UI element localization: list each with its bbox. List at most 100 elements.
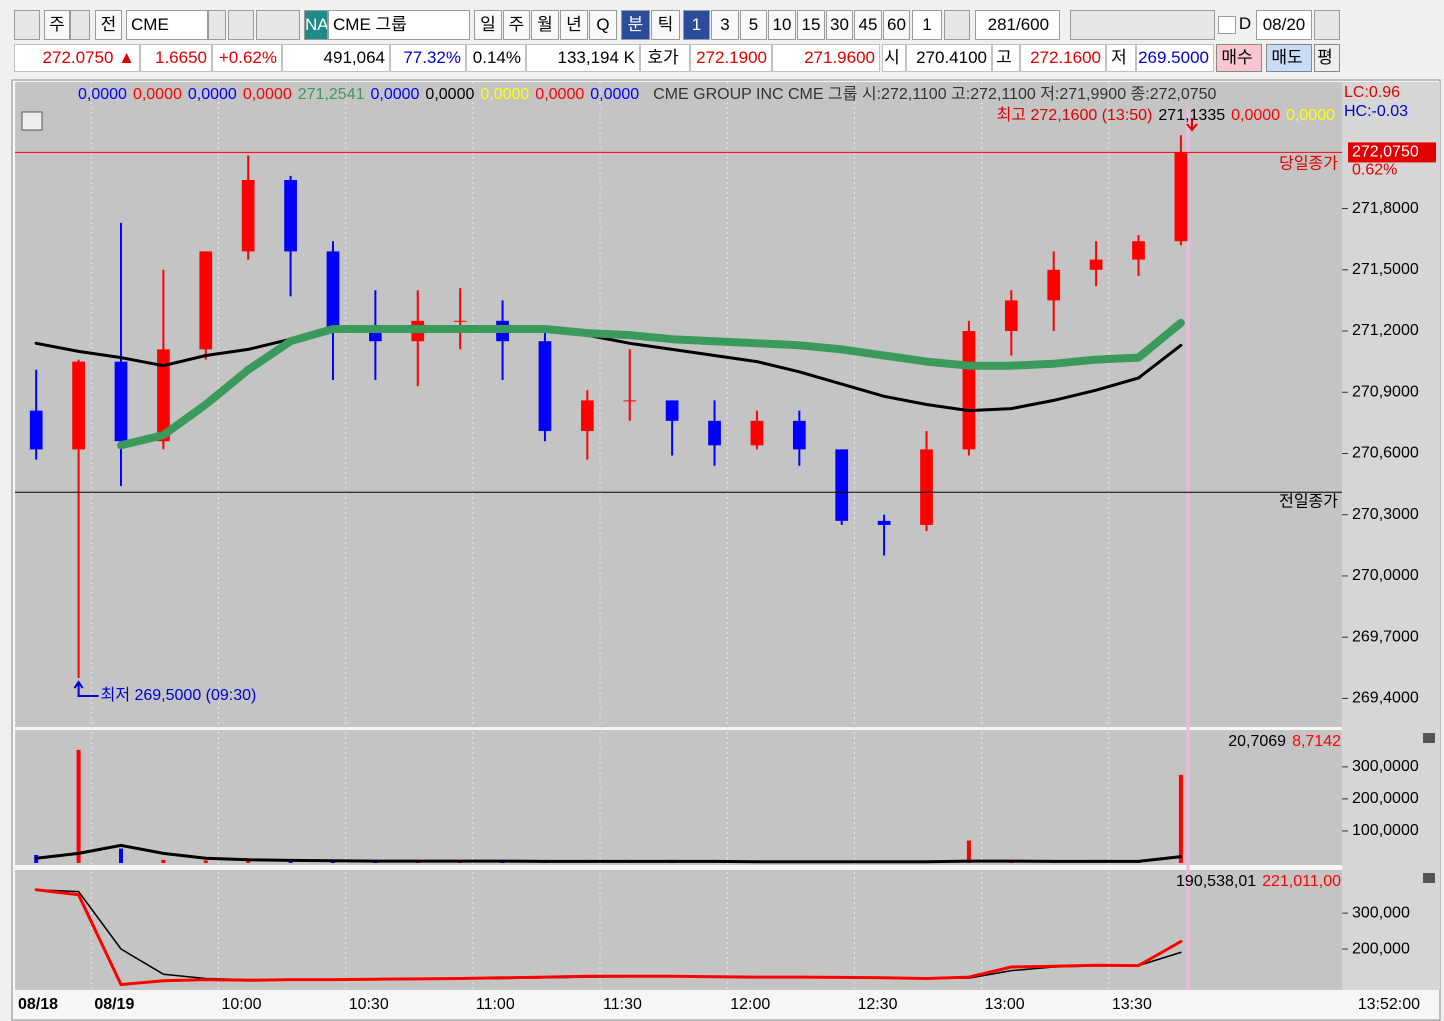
indicator-value: 0,0000 — [78, 86, 127, 103]
check-label: D — [1238, 14, 1252, 33]
high-note: 최고 272,1600 (13:50) — [997, 106, 1153, 124]
x-tick-label: 08/19 — [94, 996, 134, 1013]
tab[interactable]: 전 — [95, 10, 122, 40]
y-tick-label: 269,4000 — [1352, 690, 1419, 707]
menu-icon[interactable] — [14, 10, 40, 40]
symbol-name: CME 그룹 — [328, 10, 470, 40]
current-time: 13:52:00 — [1358, 996, 1420, 1013]
y-tick-label: 270,9000 — [1352, 383, 1419, 400]
dropdown[interactable] — [944, 10, 970, 40]
indicator-value: 0,0000 — [133, 86, 182, 103]
volume-bar — [203, 860, 208, 863]
candle-body — [920, 449, 933, 525]
axis-area — [1342, 82, 1440, 990]
x-tick-label: 11:30 — [603, 996, 642, 1013]
tab[interactable]: 주 — [44, 10, 70, 40]
period[interactable]: 년 — [560, 10, 588, 40]
y-tick-label: 270,0000 — [1352, 567, 1419, 584]
low: 269.5000 — [1136, 44, 1214, 72]
panel-close[interactable] — [1423, 733, 1435, 743]
candle-body — [326, 251, 340, 332]
volume-bar — [161, 859, 166, 863]
interval[interactable]: 1 — [683, 10, 710, 40]
candle-body — [453, 320, 467, 322]
period[interactable]: 주 — [503, 10, 530, 40]
interval[interactable]: 30 — [826, 10, 853, 40]
period[interactable]: 틱 — [651, 10, 680, 40]
interval[interactable]: 10 — [768, 10, 796, 40]
close-pct: 0.62% — [1352, 162, 1397, 179]
candle-body — [1004, 300, 1018, 332]
candle-body — [369, 331, 382, 342]
change: 1.6650 — [140, 44, 212, 72]
y-tick-label: 271,8000 — [1352, 200, 1419, 217]
volume: 491,064 — [282, 44, 390, 72]
interval[interactable]: 3 — [711, 10, 739, 40]
panel-value: 20,7069 — [1228, 733, 1286, 750]
count-input[interactable]: 281 — [975, 10, 1016, 40]
grid-icon[interactable] — [21, 111, 43, 131]
sub-value: 271,1335 — [1158, 107, 1225, 124]
checkbox[interactable] — [1218, 16, 1236, 34]
change-pct: +0.62% — [212, 44, 282, 72]
indicator-value: 0,0000 — [243, 86, 292, 103]
candle-body — [1089, 259, 1103, 270]
indicator-value: 0,0000 — [425, 86, 474, 103]
interval[interactable]: 45 — [854, 10, 882, 40]
high-values: 최고 272,1600 (13:50) 271,1335 0,0000 0,0000 — [997, 106, 1335, 124]
prev-close-label: 전일종가 — [1279, 492, 1338, 510]
interval[interactable]: 5 — [740, 10, 767, 40]
y-tick-label: 270,6000 — [1352, 445, 1419, 462]
candle-body — [29, 410, 43, 450]
period[interactable]: 분 — [621, 10, 650, 40]
lc: LC:0.96 — [1344, 84, 1400, 101]
panel-close[interactable] — [1423, 873, 1435, 883]
sell-button[interactable]: 매도 — [1266, 44, 1312, 72]
interval[interactable]: 15 — [797, 10, 825, 40]
y-tick-label: 269,7000 — [1352, 628, 1419, 645]
symbol-input[interactable]: CME — [126, 10, 208, 40]
candle-body — [157, 349, 170, 442]
period[interactable]: 일 — [474, 10, 502, 40]
x-tick-label: 13:00 — [985, 996, 1025, 1013]
label: 호가 — [640, 44, 690, 72]
interval-input[interactable]: 1 — [912, 10, 942, 40]
candle-body — [877, 520, 891, 525]
panel-value: 190,538,01 — [1176, 873, 1256, 890]
indicator-plot — [15, 870, 1342, 990]
tool-icons[interactable] — [1070, 10, 1215, 40]
candle-body — [792, 420, 806, 450]
sub-value: 0,0000 — [1286, 107, 1335, 124]
candle-body — [1132, 241, 1145, 260]
sub-value: 0,0000 — [1231, 107, 1280, 124]
amount: 133,194 K — [526, 44, 640, 72]
candle-body — [1047, 269, 1061, 301]
search[interactable] — [228, 10, 254, 40]
x-tick-label: 08/18 — [18, 996, 58, 1013]
calendar[interactable] — [1314, 10, 1340, 40]
avg-button[interactable]: 평 — [1314, 44, 1340, 72]
date-input[interactable]: 08/20 — [1256, 10, 1312, 40]
dropdown[interactable] — [208, 10, 226, 40]
volume-bar — [1178, 774, 1183, 863]
sound[interactable] — [256, 10, 300, 40]
interval[interactable]: 60 — [883, 10, 910, 40]
candle-body — [623, 400, 637, 402]
chart-title: CME GROUP INC CME 그룹 시:272,1100 고:272,11… — [653, 85, 1216, 103]
ratio: 77.32% — [390, 44, 466, 72]
dropdown[interactable] — [70, 10, 90, 40]
label: 저 — [1106, 44, 1136, 72]
period[interactable]: Q — [589, 10, 617, 40]
volume-bar — [118, 848, 123, 863]
buy-button[interactable]: 매수 — [1216, 44, 1262, 72]
indicator-value: 0,0000 — [590, 86, 639, 103]
period[interactable]: 월 — [531, 10, 559, 40]
hc: HC:-0.03 — [1344, 103, 1408, 120]
volume-bar — [246, 860, 251, 863]
volume-bar — [966, 840, 971, 863]
candle-body — [665, 400, 679, 421]
turnover: 0.14% — [466, 44, 526, 72]
y-tick-label: 100,0000 — [1352, 822, 1419, 839]
price-tag — [1348, 142, 1436, 163]
